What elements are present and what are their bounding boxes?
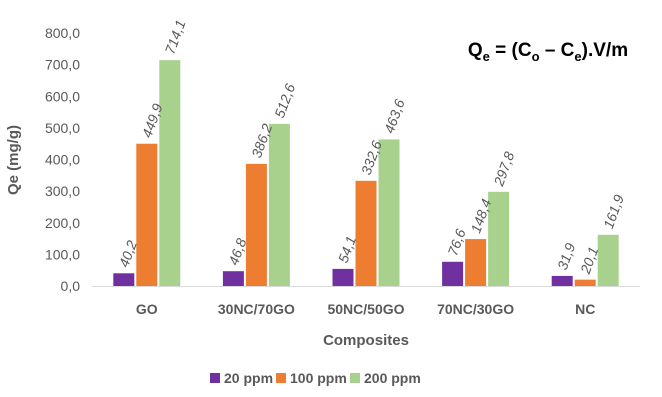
bar	[136, 143, 158, 286]
legend-label: 200 ppm	[364, 370, 421, 386]
bar	[488, 191, 510, 286]
legend-swatch	[210, 373, 220, 383]
y-tick-label: 0,0	[61, 278, 81, 294]
y-axis-ticks: 0,0 100,0 200,0 300,0 400,0 500,0 600,0 700,0 80…	[45, 25, 80, 294]
legend-label: 20 ppm	[224, 370, 273, 386]
x-tick-label: 70NC/30GO	[437, 301, 514, 317]
bar	[597, 234, 619, 286]
x-tick-label: GO	[136, 301, 158, 317]
y-tick-label: 300,0	[45, 183, 80, 199]
bar	[378, 139, 400, 286]
x-tick-label: NC	[575, 301, 595, 317]
y-tick-label: 400,0	[45, 152, 80, 168]
data-label: 31,9	[554, 241, 578, 272]
data-label: 512,6	[271, 81, 298, 120]
data-label: 463,6	[381, 97, 408, 136]
y-tick-label: 700,0	[45, 57, 80, 73]
x-axis-categories: GO 30NC/70GO 50NC/50GO 70NC/30GO NC	[136, 301, 595, 317]
x-tick-label: 30NC/70GO	[218, 301, 295, 317]
bar	[159, 60, 181, 286]
bars	[113, 60, 619, 286]
bar	[355, 180, 377, 286]
formula-annotation: Qe = (Co – Ce).V/m	[468, 40, 628, 64]
y-tick-label: 500,0	[45, 120, 80, 136]
y-tick-label: 200,0	[45, 215, 80, 231]
bar	[442, 261, 464, 286]
x-axis-title: Composites	[323, 332, 409, 349]
bar	[268, 123, 290, 286]
data-label: 714,1	[162, 18, 189, 56]
bar	[574, 279, 596, 286]
bar	[332, 268, 354, 286]
bar	[245, 163, 267, 286]
bar	[113, 273, 135, 286]
bar	[551, 275, 573, 286]
legend-swatch	[276, 373, 286, 383]
legend: 20 ppm 100 ppm 200 ppm	[210, 370, 421, 386]
x-tick-label: 50NC/50GO	[327, 301, 404, 317]
legend-swatch	[350, 373, 360, 383]
y-tick-label: 800,0	[45, 25, 80, 41]
data-label: 20,1	[577, 245, 602, 277]
data-label: 161,9	[600, 192, 627, 231]
y-tick-label: 600,0	[45, 88, 80, 104]
data-label: 54,1	[335, 234, 359, 265]
y-tick-label: 100,0	[45, 246, 80, 262]
bar	[465, 239, 487, 286]
y-axis-title: Qe (mg/g)	[5, 125, 22, 195]
data-label: 297,8	[490, 149, 517, 189]
legend-label: 100 ppm	[290, 370, 347, 386]
bar	[222, 271, 244, 286]
